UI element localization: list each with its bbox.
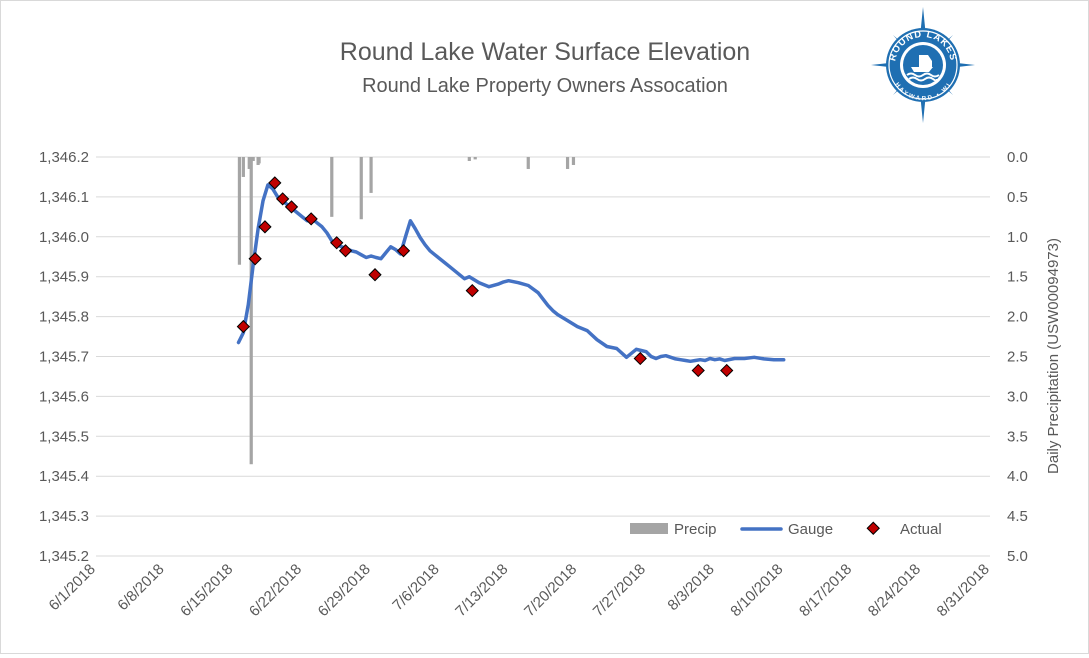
actual-point [633, 351, 647, 366]
actual-points [236, 176, 734, 378]
y2-axis-ticks: 0.0 0.5 1.0 1.5 2.0 2.5 3.0 3.5 4.0 4.5 5.0 [1007, 149, 1028, 565]
legend-label-precip: Precip [674, 521, 717, 538]
actual-point [396, 244, 411, 258]
actual-point [304, 212, 318, 226]
x-tick-label: 6/22/2018 [246, 561, 305, 620]
legend-label-gauge: Gauge [788, 521, 833, 538]
actual-point [248, 252, 262, 266]
y-tick-label: 1,346.0 [39, 229, 89, 246]
y2-tick-label: 3.0 [1007, 388, 1028, 405]
precip-bar [571, 157, 576, 165]
x-tick-label: 6/8/2018 [114, 561, 167, 614]
legend: Precip Gauge Actual [630, 521, 942, 538]
y2-tick-label: 1.5 [1007, 269, 1028, 286]
legend-swatch-precip [630, 523, 668, 534]
y2-tick-label: 3.5 [1007, 428, 1028, 445]
precip-bar [473, 157, 477, 160]
x-axis-ticks: 6/1/2018 6/8/2018 6/15/2018 6/22/2018 6/29/2… [46, 561, 993, 620]
x-tick-label: 8/3/2018 [664, 561, 717, 614]
precip-bar [251, 157, 255, 161]
precip-bar [249, 157, 253, 465]
actual-point [258, 220, 272, 234]
x-tick-label: 7/27/2018 [590, 561, 649, 620]
y2-axis-title: Daily Precipitation (USW00094973) [1045, 238, 1062, 474]
precip-bar [241, 157, 245, 177]
actual-point [720, 363, 734, 378]
actual-point [236, 319, 251, 334]
actual-point [338, 244, 353, 258]
x-tick-label: 6/29/2018 [315, 561, 374, 620]
round-lakes-logo: ROUND LAKES HAYWARD • WI [871, 7, 975, 123]
x-tick-label: 8/24/2018 [865, 561, 924, 620]
precip-bars [237, 157, 576, 465]
x-tick-label: 6/15/2018 [177, 561, 236, 620]
chart-title: Round Lake Water Surface Elevation [340, 38, 750, 66]
precip-bar [369, 157, 373, 193]
x-tick-label: 6/1/2018 [46, 561, 99, 614]
y2-tick-label: 1.0 [1007, 229, 1028, 246]
chart-subtitle: Round Lake Property Owners Assocation [362, 75, 728, 97]
precip-bar [467, 157, 471, 161]
actual-point [284, 200, 299, 214]
precip-bar [565, 157, 570, 169]
y2-tick-label: 2.5 [1007, 349, 1028, 366]
y-tick-label: 1,345.7 [39, 349, 89, 366]
y2-tick-label: 0.5 [1007, 189, 1028, 206]
y-axis-ticks: 1,346.2 1,346.1 1,346.0 1,345.9 1,345.8 1,345… [39, 149, 89, 565]
y-tick-label: 1,345.2 [39, 548, 89, 565]
y-tick-label: 1,345.5 [39, 428, 89, 445]
precip-bar [330, 157, 334, 217]
actual-point [276, 192, 290, 206]
y-tick-label: 1,345.9 [39, 269, 89, 286]
actual-point [691, 363, 705, 378]
y-tick-label: 1,345.3 [39, 508, 89, 525]
y-tick-label: 1,345.8 [39, 309, 89, 326]
y-tick-label: 1,346.2 [39, 149, 89, 166]
y2-tick-label: 4.5 [1007, 508, 1028, 525]
precip-bar [526, 157, 530, 169]
y2-tick-label: 0.0 [1007, 149, 1028, 166]
actual-point [330, 236, 344, 250]
x-tick-label: 8/10/2018 [727, 561, 786, 620]
legend-label-actual: Actual [900, 521, 942, 538]
precip-bar [237, 157, 242, 265]
x-tick-label: 7/6/2018 [389, 561, 442, 614]
x-tick-label: 8/17/2018 [796, 561, 855, 620]
y2-tick-label: 4.0 [1007, 468, 1028, 485]
actual-point [368, 268, 382, 282]
y-tick-label: 1,345.6 [39, 388, 89, 405]
y2-tick-label: 5.0 [1007, 548, 1028, 565]
gridlines [96, 156, 990, 557]
precip-bar [247, 157, 251, 169]
y2-tick-label: 2.0 [1007, 309, 1028, 326]
x-tick-label: 8/31/2018 [934, 561, 993, 620]
actual-point [268, 176, 282, 190]
x-tick-label: 7/20/2018 [521, 561, 580, 620]
precip-bar [359, 157, 363, 220]
gauge-line [236, 183, 786, 364]
y-tick-label: 1,346.1 [39, 189, 89, 206]
actual-point [465, 284, 479, 298]
gauge-line-group [236, 183, 786, 364]
y-tick-label: 1,345.4 [39, 468, 89, 485]
x-tick-label: 7/13/2018 [452, 561, 511, 620]
legend-swatch-actual [866, 521, 880, 535]
precip-bar [256, 157, 260, 165]
